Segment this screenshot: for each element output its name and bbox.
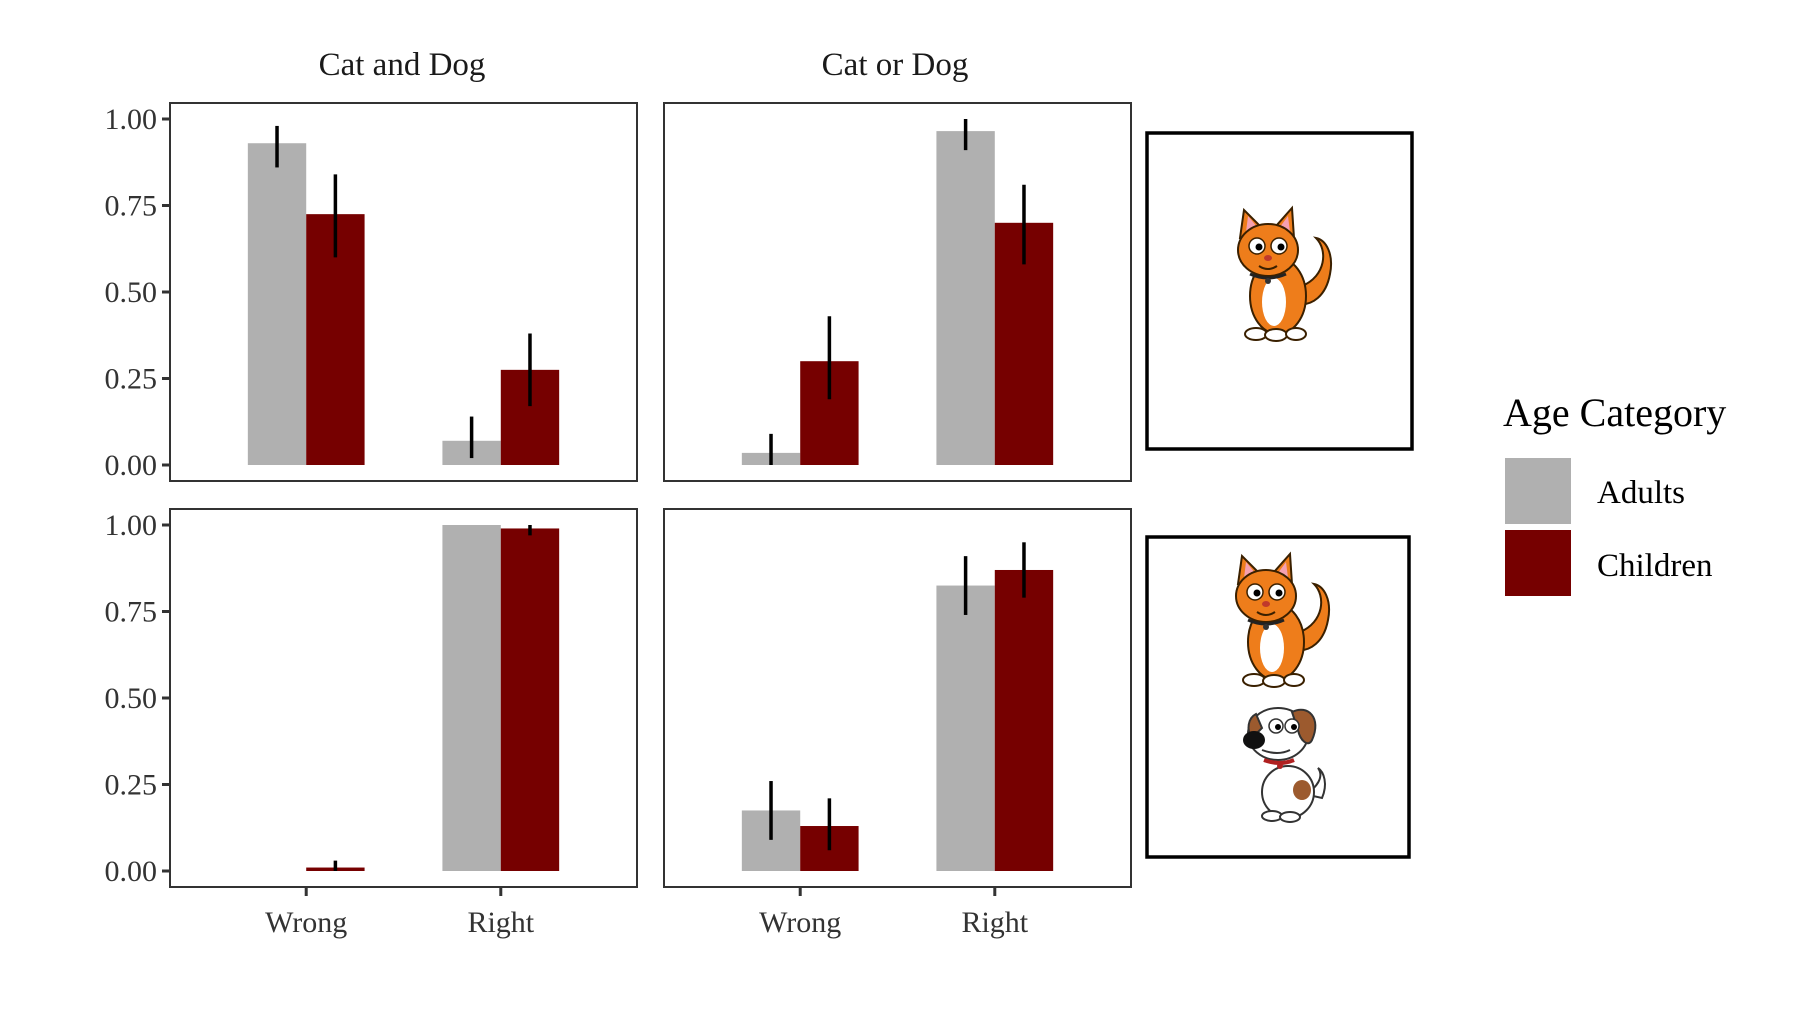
- panel-bottom-cat-or-dog: [663, 508, 1132, 888]
- bar-adults-wrong: [247, 143, 307, 465]
- y-tick-label: 0.50: [105, 276, 158, 309]
- bar-children-right: [500, 528, 560, 871]
- y-tick-label: 0.50: [105, 682, 158, 715]
- x-tick-label-right: Right: [961, 906, 1028, 939]
- bar-adults-right: [936, 585, 995, 871]
- panel-bottom-cat-and-dog: [169, 508, 638, 888]
- facet-title-cat-and-dog: Cat and Dog: [319, 47, 486, 83]
- dog-icon: [1243, 707, 1326, 823]
- y-tick-label: 0.75: [105, 190, 158, 223]
- panel-border: [169, 508, 638, 888]
- legend-swatch-children: [1505, 530, 1571, 596]
- y-tick-label: 0.00: [105, 449, 158, 482]
- legend: Age Category Adults Children: [1503, 390, 1726, 596]
- y-tick-label: 0.25: [105, 363, 158, 396]
- y-tick-label: 0.75: [105, 596, 158, 629]
- panel-border: [663, 508, 1132, 888]
- legend-label-children: Children: [1597, 548, 1712, 584]
- panel-border: [663, 102, 1132, 482]
- panel-top-cat-or-dog: [663, 102, 1132, 482]
- x-tick-label-wrong: Wrong: [759, 906, 841, 939]
- panel-top-cat-and-dog: [169, 102, 638, 482]
- x-tick-label-wrong: Wrong: [265, 906, 347, 939]
- panel-border: [169, 102, 638, 482]
- y-tick-label: 0.25: [105, 769, 158, 802]
- facet-title-cat-or-dog: Cat or Dog: [822, 47, 969, 83]
- legend-title: Age Category: [1503, 390, 1726, 435]
- stimulus-box-cat: [1145, 131, 1414, 451]
- y-tick-label: 1.00: [105, 509, 158, 542]
- bar-adults-right: [442, 525, 501, 871]
- y-tick-label: 0.00: [105, 855, 158, 888]
- cat-icon: [1237, 205, 1332, 342]
- x-tick-label-right: Right: [467, 906, 534, 939]
- legend-label-adults: Adults: [1597, 475, 1685, 511]
- stimulus-box-cat-and-dog: [1145, 535, 1411, 859]
- cat-icon: [1235, 551, 1330, 688]
- y-tick-label: 1.00: [105, 103, 158, 136]
- bar-adults-right: [936, 131, 995, 466]
- legend-swatch-adults: [1505, 458, 1571, 524]
- bar-children-right: [994, 569, 1054, 871]
